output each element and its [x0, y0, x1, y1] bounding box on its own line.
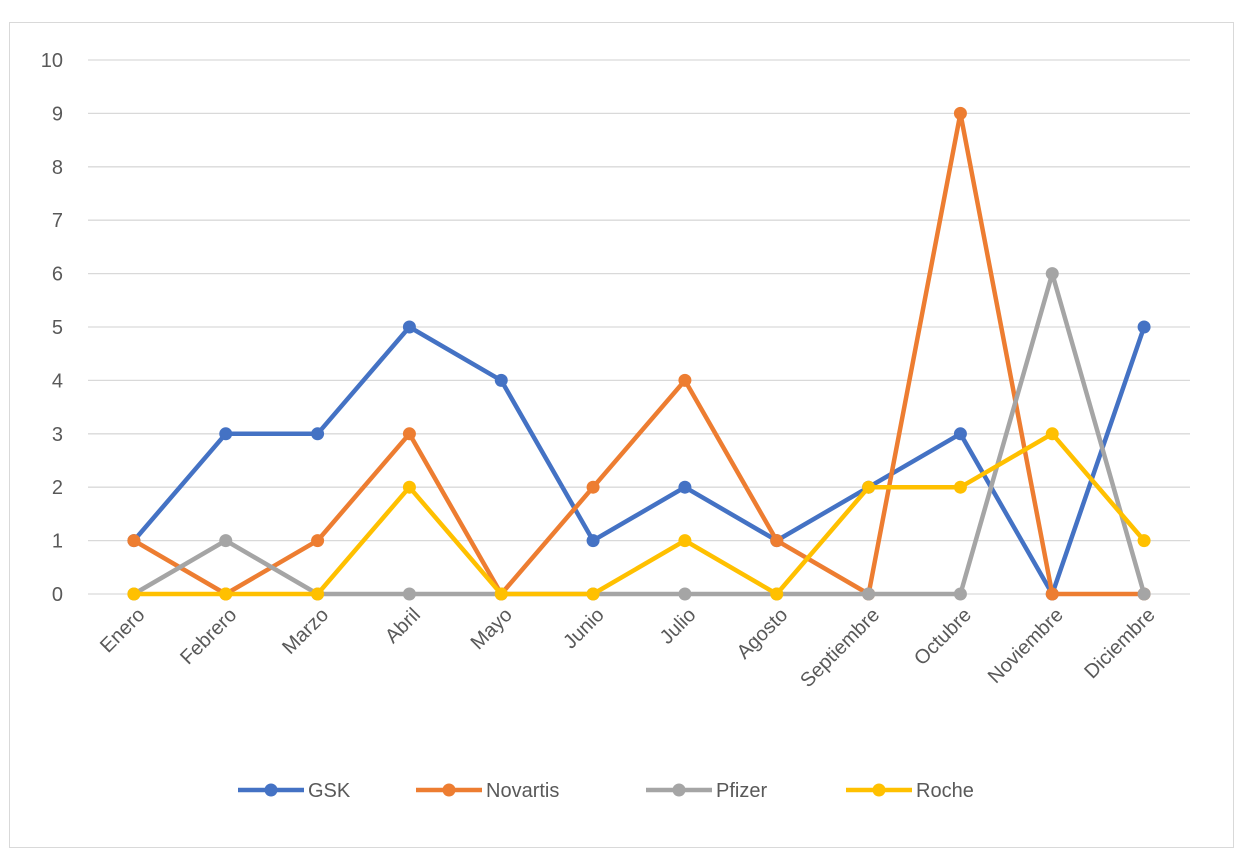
chart-frame	[9, 22, 1234, 848]
x-tick-label: Junio	[559, 604, 608, 653]
data-point-pfizer	[1137, 587, 1151, 601]
data-point-gsk	[953, 427, 967, 441]
data-point-gsk	[402, 320, 416, 334]
x-tick-label: Diciembre	[1080, 604, 1159, 683]
x-tick-label: Marzo	[278, 604, 333, 659]
data-point-roche	[311, 587, 325, 601]
data-point-roche	[219, 587, 233, 601]
y-tick-label: 4	[52, 370, 63, 392]
data-point-roche	[402, 480, 416, 494]
data-point-roche	[586, 587, 600, 601]
data-point-gsk	[678, 480, 692, 494]
data-point-gsk	[311, 427, 325, 441]
data-point-gsk	[1137, 320, 1151, 334]
x-tick-label: Julio	[656, 604, 701, 649]
data-point-gsk	[494, 373, 508, 387]
y-tick-label: 5	[52, 317, 63, 339]
x-tick-label: Enero	[96, 604, 149, 657]
series-roche	[127, 427, 1151, 601]
data-point-novartis	[678, 373, 692, 387]
legend-item-gsk: GSK	[238, 780, 351, 802]
legend-swatch-marker	[872, 783, 886, 797]
y-tick-label: 1	[52, 531, 63, 553]
x-axis-ticks: Enero Febrero Marzo Abril Mayo Junio Julio Agos…	[96, 604, 1159, 692]
x-tick-label: Noviembre	[984, 604, 1068, 688]
series-group	[127, 106, 1151, 601]
data-point-pfizer	[402, 587, 416, 601]
data-point-roche	[862, 480, 876, 494]
data-point-gsk	[219, 427, 233, 441]
series-line-pfizer	[131, 271, 1147, 597]
x-tick-label: Agosto	[733, 604, 793, 664]
series-line-gsk	[131, 324, 1147, 597]
y-tick-label: 9	[52, 103, 63, 125]
data-point-roche	[953, 480, 967, 494]
data-point-novartis	[311, 534, 325, 548]
x-tick-label: Mayo	[467, 604, 517, 654]
legend-swatch-marker	[264, 783, 278, 797]
data-point-novartis	[127, 534, 141, 548]
series-novartis	[127, 106, 1151, 601]
legend-swatch-marker	[672, 783, 686, 797]
data-point-pfizer	[1045, 267, 1059, 281]
data-point-gsk	[586, 534, 600, 548]
data-point-pfizer	[678, 587, 692, 601]
data-point-pfizer	[862, 587, 876, 601]
legend-swatch-marker	[442, 783, 456, 797]
series-line-novartis	[131, 111, 1147, 597]
y-tick-label: 8	[52, 157, 63, 179]
y-tick-label: 0	[52, 584, 63, 606]
y-tick-label: 7	[52, 210, 63, 232]
data-point-pfizer	[953, 587, 967, 601]
legend-label: Roche	[916, 780, 974, 802]
data-point-roche	[1137, 534, 1151, 548]
y-tick-label: 3	[52, 424, 63, 446]
legend-item-roche: Roche	[846, 780, 974, 802]
data-point-novartis	[770, 534, 784, 548]
data-point-roche	[127, 587, 141, 601]
data-point-novartis	[586, 480, 600, 494]
y-tick-label: 6	[52, 264, 63, 286]
legend-label: Pfizer	[716, 780, 767, 802]
data-point-novartis	[1045, 587, 1059, 601]
series-line-roche	[131, 431, 1147, 597]
legend-item-pfizer: Pfizer	[646, 780, 767, 802]
x-tick-label: Octubre	[910, 604, 976, 670]
y-tick-label: 2	[52, 477, 63, 499]
legend-item-novartis: Novartis	[416, 780, 559, 802]
legend-label: Novartis	[486, 780, 559, 802]
data-point-roche	[770, 587, 784, 601]
x-tick-label: Abril	[381, 604, 425, 648]
data-point-pfizer	[219, 534, 233, 548]
data-point-roche	[678, 534, 692, 548]
legend: GSK Novartis Pfizer Roche	[238, 780, 974, 802]
x-tick-label: Septiembre	[796, 604, 884, 692]
data-point-novartis	[953, 106, 967, 120]
y-tick-label: 10	[41, 50, 63, 72]
data-point-novartis	[402, 427, 416, 441]
x-tick-label: Febrero	[176, 604, 241, 669]
data-point-roche	[494, 587, 508, 601]
legend-label: GSK	[308, 780, 351, 802]
y-axis-ticks: 0 1 2 3 4 5 6 7 8 9 10	[41, 50, 63, 606]
data-point-roche	[1045, 427, 1059, 441]
